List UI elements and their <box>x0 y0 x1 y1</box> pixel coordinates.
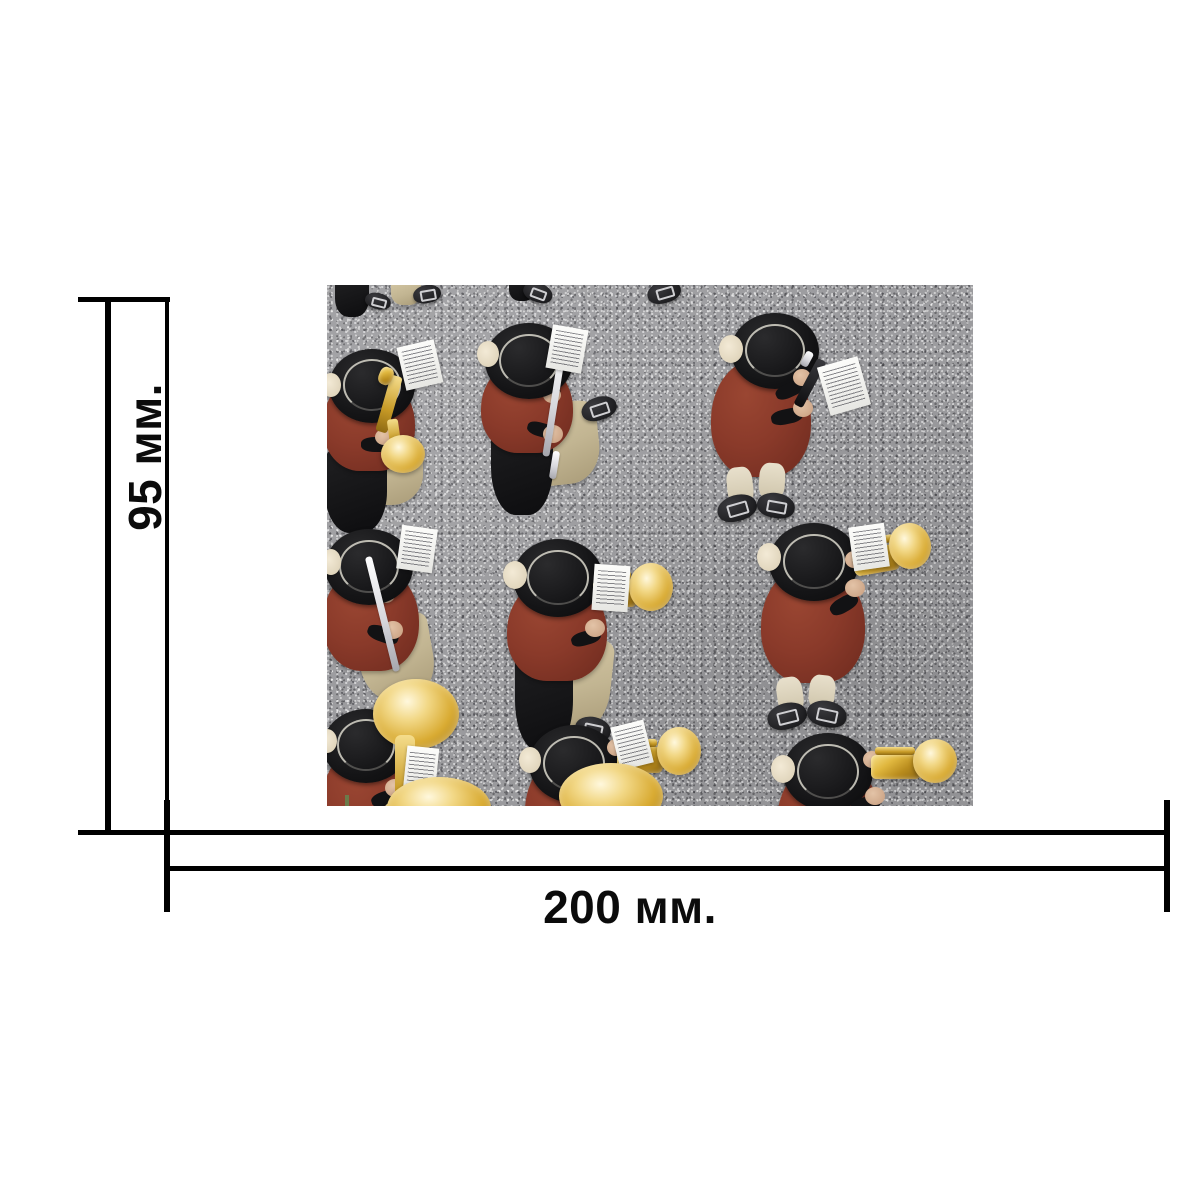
height-dimension-label: 95 мм. <box>119 383 171 531</box>
product-photo <box>327 285 973 806</box>
width-dimension-left-tick <box>164 800 170 912</box>
width-dimension-label: 200 мм. <box>543 881 717 933</box>
width-dimension-right-tick <box>1164 800 1170 912</box>
height-extension-line <box>165 297 169 833</box>
height-dimension-top-arm <box>78 297 170 302</box>
sheet-music <box>591 563 631 613</box>
sheet-music <box>545 324 589 374</box>
height-dimension-top-left-tick <box>105 297 111 835</box>
width-dimension-line <box>166 866 1166 871</box>
sheet-music <box>848 522 890 572</box>
sheet-music <box>396 524 438 574</box>
width-extension-line <box>78 830 1166 835</box>
